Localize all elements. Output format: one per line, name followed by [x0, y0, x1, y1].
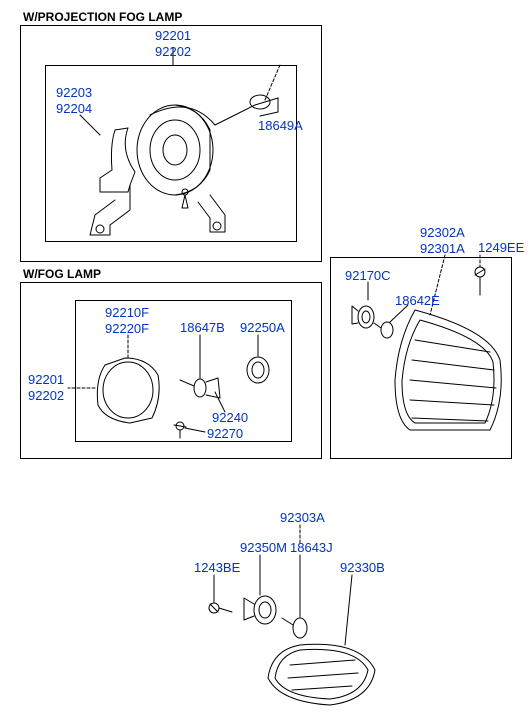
label-92250a[interactable]: 92250A	[240, 320, 285, 336]
label-1249ee[interactable]: 1249EE	[478, 240, 524, 256]
label-92240[interactable]: 92240	[212, 410, 248, 426]
label-92350m[interactable]: 92350M	[240, 540, 287, 556]
label-92270[interactable]: 92270	[207, 426, 243, 442]
label-92303a[interactable]: 92303A	[280, 510, 325, 526]
label-18642e[interactable]: 18642E	[395, 293, 440, 309]
label-92170c[interactable]: 92170C	[345, 268, 391, 284]
label-92210f-92220f[interactable]: 92210F92220F	[105, 305, 149, 336]
label-1243be[interactable]: 1243BE	[194, 560, 240, 576]
label-18643j[interactable]: 18643J	[290, 540, 333, 556]
label-92302a-92301a[interactable]: 92302A92301A	[420, 225, 465, 256]
label-92201-92202-b[interactable]: 9220192202	[28, 372, 64, 403]
label-18647b[interactable]: 18647B	[180, 320, 225, 336]
label-92203-92204[interactable]: 9220392204	[56, 85, 92, 116]
label-18649a[interactable]: 18649A	[258, 118, 303, 134]
label-92201-92202-a[interactable]: 9220192202	[155, 28, 191, 59]
label-92330b[interactable]: 92330B	[340, 560, 385, 576]
